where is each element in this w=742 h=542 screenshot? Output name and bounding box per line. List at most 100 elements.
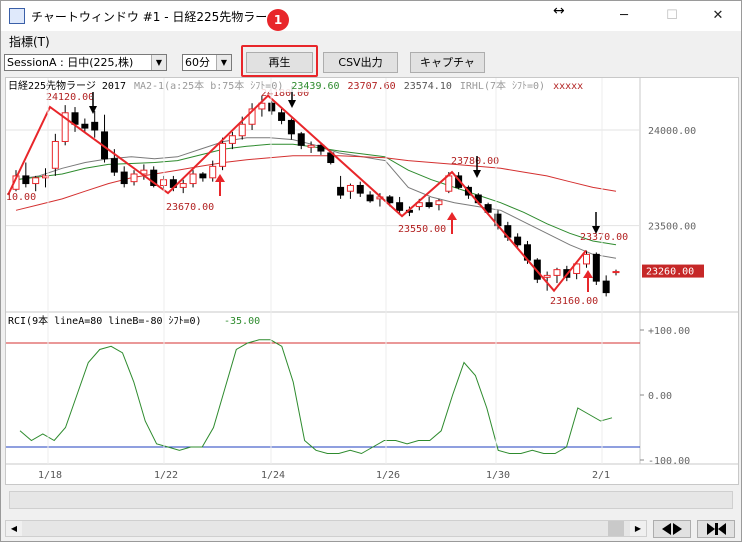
price-axis-label: 23500.00 [648,222,696,233]
candle-body [337,186,345,196]
chevron-down-icon[interactable]: ▼ [216,55,231,70]
candle-body [514,236,522,246]
zigzag-label: 23370.00 [580,232,628,243]
menu-bar: 指標(T) [1,31,741,49]
chart-header-text: IRHL(7本 ｼﾌﾄ=0) [460,79,545,92]
candle-body [346,184,354,192]
candle-body [543,274,551,278]
chevron-down-icon[interactable]: ▼ [151,55,166,70]
zoom-arrows-button[interactable] [653,520,691,538]
title-bar: チャートウィンドウ #1 - 日経225先物ラージ ↔ ─ ☐ ✕ [1,1,741,31]
chart-header-text: 23707.60 [348,81,396,92]
minimize-button[interactable]: ─ [620,8,628,23]
chart-header-text: 23439.60 [291,81,339,92]
interval-combo-value: 60分 [185,56,210,69]
candle-body [91,121,99,131]
session-combo-value: SessionA : 日中(225,株) [7,56,134,69]
candle-body [445,175,453,192]
chart-header-text: xxxxx [553,81,583,92]
candle-body [32,177,40,185]
date-axis-label: 1/22 [154,470,178,481]
date-axis-label: 1/24 [261,470,285,481]
candle-body [209,165,217,179]
current-price-label: 23260.00 [646,267,694,278]
play-button[interactable]: 再生 [246,52,313,73]
candle-body [287,119,295,135]
date-axis-label: 2/1 [592,470,610,481]
candle-body [366,194,374,202]
buy-signal-icon [447,212,457,220]
rci-value: -35.00 [224,316,260,327]
jump-end-button[interactable] [697,520,735,538]
candle-body [219,142,227,167]
candle-body [592,253,600,282]
scroll-thumb[interactable] [608,521,624,536]
rci-axis-label: -100.00 [648,456,690,467]
candle-body [602,280,610,294]
menu-item-indicators[interactable]: 指標(T) [9,35,50,49]
zigzag-line [7,94,587,293]
interval-combo[interactable]: 60分 ▼ [182,54,232,71]
close-button[interactable]: ✕ [712,8,724,23]
candle-body [573,263,581,274]
zigzag-label: 23670.00 [166,202,214,213]
csv-export-button[interactable]: CSV出力 [323,52,398,73]
buy-signal-icon [583,270,593,278]
candle-body [612,271,620,274]
play-button-highlight [241,45,318,77]
candle-body [297,133,305,146]
chart-svg[interactable]: 24000.00 23500.00 24120.00 10.00 23670.00 241… [6,78,738,484]
window-title: チャートウィンドウ #1 - 日経225先物ラージ [31,10,280,24]
sell-signal-icon [473,170,481,178]
buy-signal-icon [215,174,225,182]
capture-button[interactable]: キャプチャ [410,52,485,73]
chart-area[interactable]: 24000.00 23500.00 24120.00 10.00 23670.00 241… [5,77,739,485]
resize-arrows-icon[interactable]: ↔ [553,3,565,19]
history-scrollbar[interactable] [9,491,733,509]
candle-body [22,175,30,185]
current-price-marker [642,264,704,278]
session-combo[interactable]: SessionA : 日中(225,株) ▼ [4,54,167,71]
sell-signal-icon [592,226,600,234]
date-axis-label: 1/26 [376,470,400,481]
chart-header-text: 日経225先物ラージ 2017 [8,79,126,92]
rci-title: RCI(9本 lineA=80 lineB=-80 ｼﾌﾄ=0) [8,314,202,327]
candle-body [307,144,315,148]
sell-signal-icon [288,100,296,108]
candle-body [317,144,325,152]
candle-body [248,108,256,125]
candle-body [582,253,590,265]
sell-signal-icon [89,106,97,114]
chart-header-text: 23574.10 [404,81,452,92]
scroll-right-arrow-icon[interactable]: ▶ [630,521,646,536]
candle-body [228,135,236,144]
moving-average-line [15,155,617,211]
rci-axis-label: 0.00 [648,391,672,402]
candle-body [199,173,207,179]
candle-body [189,173,197,185]
zigzag-label: 24120.00 [46,92,94,103]
candle-body [42,175,50,179]
jump-end-icon [707,523,726,535]
candle-body [150,169,158,186]
moving-average-line [15,137,617,259]
candle-body [110,158,118,173]
date-axis-label: 1/18 [38,470,62,481]
candle-body [455,175,463,188]
candle-body [120,171,128,185]
candle-body [553,269,561,276]
scroll-left-arrow-icon[interactable]: ◀ [6,521,22,536]
zigzag-label: 23160.00 [550,296,598,307]
candle-body [268,102,276,112]
candle-body [386,196,394,204]
zigzag-label: 24180.00 [261,88,309,99]
candle-body [81,123,89,129]
step-number-badge: 1 [267,9,289,31]
maximize-button[interactable]: ☐ [666,8,678,23]
candle-body [533,259,541,280]
candle-body [356,184,364,194]
candle-body [130,173,138,183]
candle-body [278,112,286,121]
chart-scrollbar[interactable]: ◀ ▶ [5,520,647,537]
candle-body [435,200,443,206]
